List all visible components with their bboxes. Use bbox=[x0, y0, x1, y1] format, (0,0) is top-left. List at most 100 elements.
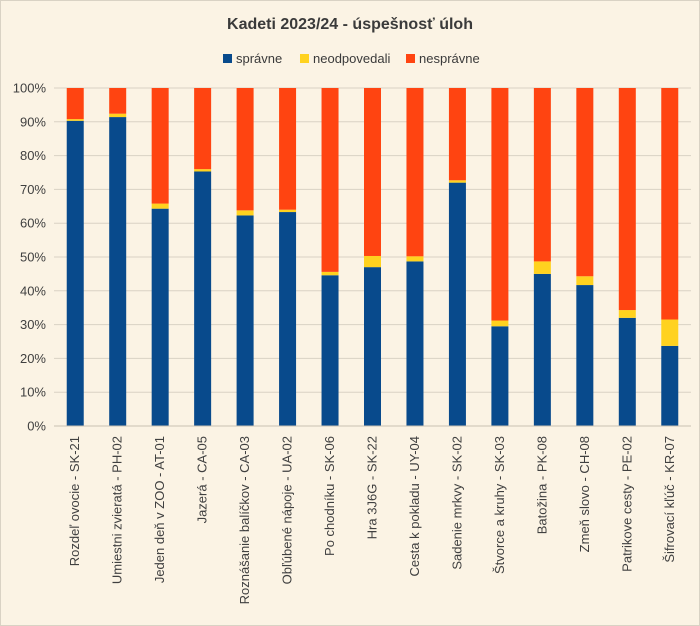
bar-segment bbox=[491, 88, 508, 321]
bar-segment bbox=[364, 88, 381, 256]
bar-segment bbox=[109, 117, 126, 426]
x-tick-label: Rozdeľ ovocie - SK-21 bbox=[67, 436, 82, 566]
bar-segment bbox=[194, 171, 211, 426]
y-tick-label: 20% bbox=[20, 351, 46, 366]
x-tick-label: Po chodníku - SK-06 bbox=[322, 436, 337, 556]
bar-segment bbox=[661, 320, 678, 346]
y-tick-label: 70% bbox=[20, 182, 46, 197]
legend-swatch bbox=[300, 54, 309, 63]
x-axis: Rozdeľ ovocie - SK-21 Umiestni zvieratá -… bbox=[54, 426, 691, 604]
bar-segment bbox=[279, 210, 296, 212]
bar-stack bbox=[67, 88, 84, 426]
bar-segment bbox=[364, 267, 381, 426]
bar-segment bbox=[661, 346, 678, 426]
y-axis: 0% 10% 20% 30% 40% 50% 60% 70% 80% 90% 100% bbox=[13, 81, 47, 434]
x-tick-label: Hra 3J6G - SK-22 bbox=[365, 436, 380, 539]
stacked-bar-chart: Kadeti 2023/24 - úspešnosť úloh správne n… bbox=[1, 1, 699, 625]
bar-stack bbox=[152, 88, 169, 426]
bar-segment bbox=[194, 88, 211, 169]
bar-segment bbox=[576, 285, 593, 426]
bar-segment bbox=[237, 210, 254, 215]
x-tick-label: Patrikove cesty - PE-02 bbox=[619, 436, 634, 572]
bar-stack bbox=[491, 88, 508, 426]
bar-stack bbox=[109, 88, 126, 426]
y-tick-label: 100% bbox=[13, 81, 47, 96]
x-tick-label: Šifrovací kľúč - KR-07 bbox=[662, 436, 677, 563]
y-tick-label: 50% bbox=[20, 250, 46, 265]
bar-stack bbox=[619, 88, 636, 426]
bar-segment bbox=[152, 88, 169, 204]
legend: správne neodpovedali nesprávne bbox=[223, 51, 480, 66]
x-tick-label: Jeden deň v ZOO - AT-01 bbox=[152, 436, 167, 583]
x-tick-label: Zmeň slovo - CH-08 bbox=[577, 436, 592, 552]
bar-segment bbox=[279, 212, 296, 426]
bar-segment bbox=[576, 88, 593, 276]
bar-stack bbox=[449, 88, 466, 426]
bar-segment bbox=[152, 209, 169, 426]
x-tick-label: Cesta k pokladu - UY-04 bbox=[407, 436, 422, 576]
bar-stack bbox=[194, 88, 211, 426]
legend-label: správne bbox=[236, 51, 282, 66]
bar-stack bbox=[576, 88, 593, 426]
bar-segment bbox=[661, 88, 678, 320]
chart-title: Kadeti 2023/24 - úspešnosť úloh bbox=[227, 16, 473, 33]
x-tick-label: Štvorce a kruhy - SK-03 bbox=[492, 436, 507, 574]
bar-segment bbox=[67, 121, 84, 426]
bar-segment bbox=[406, 256, 423, 261]
bar-segment bbox=[67, 119, 84, 121]
bar-segment bbox=[576, 276, 593, 285]
x-tick-label: Sadenie mrkvy - SK-02 bbox=[449, 436, 464, 570]
legend-item: správne bbox=[223, 51, 282, 66]
x-tick-label: Batožina - PK-08 bbox=[534, 436, 549, 534]
bar-stack bbox=[279, 88, 296, 426]
legend-item: neodpovedali bbox=[300, 51, 390, 66]
bar-segment bbox=[279, 88, 296, 210]
bar-stack bbox=[406, 88, 423, 426]
bar-segment bbox=[237, 215, 254, 426]
bar-segment bbox=[619, 310, 636, 318]
bar-stack bbox=[322, 88, 339, 426]
bar-stack bbox=[534, 88, 551, 426]
bar-segment bbox=[534, 274, 551, 426]
bar-segment bbox=[534, 88, 551, 261]
bar-segment bbox=[619, 88, 636, 310]
y-tick-label: 90% bbox=[20, 114, 46, 129]
bar-segment bbox=[449, 183, 466, 426]
bar-segment bbox=[449, 88, 466, 180]
legend-swatch bbox=[223, 54, 232, 63]
bar-stack bbox=[661, 88, 678, 426]
bar-segment bbox=[67, 88, 84, 119]
chart-container: Kadeti 2023/24 - úspešnosť úloh správne n… bbox=[0, 0, 700, 626]
y-tick-label: 80% bbox=[20, 148, 46, 163]
bar-segment bbox=[406, 261, 423, 426]
y-tick-label: 30% bbox=[20, 317, 46, 332]
bar-stack bbox=[237, 88, 254, 426]
x-tick-label: Roznášanie balíčkov - CA-03 bbox=[237, 436, 252, 604]
bar-segment bbox=[406, 88, 423, 256]
bars bbox=[67, 88, 679, 426]
legend-item: nesprávne bbox=[406, 51, 480, 66]
bar-segment bbox=[237, 88, 254, 210]
bar-segment bbox=[619, 318, 636, 426]
bar-stack bbox=[364, 88, 381, 426]
bar-segment bbox=[322, 272, 339, 275]
y-tick-label: 40% bbox=[20, 283, 46, 298]
legend-label: nesprávne bbox=[419, 51, 480, 66]
bar-segment bbox=[364, 256, 381, 267]
bar-segment bbox=[109, 114, 126, 117]
bar-segment bbox=[152, 204, 169, 209]
bar-segment bbox=[109, 88, 126, 114]
y-tick-label: 60% bbox=[20, 216, 46, 231]
bar-segment bbox=[534, 261, 551, 274]
x-tick-label: Obľúbené nápoje - UA-02 bbox=[280, 436, 295, 584]
bar-segment bbox=[491, 326, 508, 426]
y-tick-label: 0% bbox=[27, 419, 46, 434]
x-tick-label: Jazerá - CA-05 bbox=[195, 436, 210, 523]
legend-label: neodpovedali bbox=[313, 51, 390, 66]
bar-segment bbox=[491, 321, 508, 327]
bar-segment bbox=[194, 169, 211, 171]
y-tick-label: 10% bbox=[20, 385, 46, 400]
x-tick-label: Umiestni zvieratá - PH-02 bbox=[110, 436, 125, 584]
bar-segment bbox=[322, 275, 339, 426]
legend-swatch bbox=[406, 54, 415, 63]
